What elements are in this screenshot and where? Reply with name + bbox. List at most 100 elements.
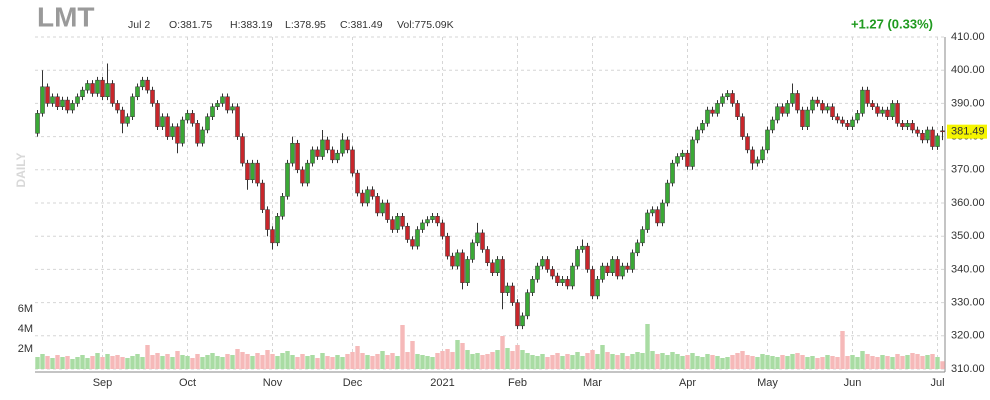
candle-body xyxy=(710,109,715,114)
candle-body xyxy=(915,129,920,134)
volume-bar xyxy=(675,354,680,369)
volume-bar xyxy=(70,359,75,369)
candle-body xyxy=(85,83,90,91)
volume-bar xyxy=(135,354,140,369)
volume-bar xyxy=(120,357,125,369)
candle-body xyxy=(210,106,215,117)
candle-body xyxy=(75,96,80,104)
candle-body xyxy=(475,232,480,244)
volume-bar xyxy=(390,353,395,369)
volume-bar xyxy=(55,355,60,369)
candle-body xyxy=(550,269,555,277)
candle-body xyxy=(570,265,575,287)
volume-bar xyxy=(905,355,910,369)
volume-bar xyxy=(830,356,835,369)
bar-date: Jul 2 xyxy=(128,19,150,31)
y-tick-label: 350.00 xyxy=(951,230,985,242)
volume-bar xyxy=(240,352,245,369)
volume-bar xyxy=(445,349,450,369)
candle-body xyxy=(205,116,210,131)
candle-body xyxy=(95,79,100,94)
volume-bar xyxy=(535,356,540,369)
candle-body xyxy=(525,292,530,317)
candle-body xyxy=(625,265,630,270)
last-price-label: 381.49 xyxy=(951,126,985,138)
candle-body xyxy=(485,249,490,264)
volume-bar xyxy=(155,353,160,369)
candle-body xyxy=(445,235,450,257)
candle-body xyxy=(100,79,105,98)
volume-bar xyxy=(720,358,725,369)
volume-bar xyxy=(180,355,185,369)
volume-bar xyxy=(295,357,300,369)
volume-bar xyxy=(770,356,775,369)
volume-bar xyxy=(695,356,700,369)
volume-bar xyxy=(915,354,920,369)
candle-body xyxy=(185,113,190,121)
volume-bar xyxy=(545,357,550,369)
candle-body xyxy=(610,259,615,273)
candle-body xyxy=(805,109,810,127)
volume-bar xyxy=(300,354,305,369)
candle-body xyxy=(230,106,235,111)
candle-body xyxy=(855,113,860,121)
candle-body xyxy=(905,123,910,127)
volume-bar xyxy=(485,354,490,369)
volume-bar xyxy=(405,352,410,369)
y-tick-label: 330.00 xyxy=(951,297,985,309)
volume-bar xyxy=(250,356,255,369)
volume-bar xyxy=(60,357,65,369)
candle-body xyxy=(470,242,475,260)
bar-low: L:378.95 xyxy=(285,19,326,31)
candle-body xyxy=(385,202,390,220)
volume-bar xyxy=(760,354,765,369)
volume-bar xyxy=(50,358,55,369)
volume-bar xyxy=(595,354,600,369)
candle-body xyxy=(920,133,925,141)
volume-bar xyxy=(280,353,285,369)
volume-bar xyxy=(920,356,925,369)
candle-body xyxy=(405,225,410,240)
x-tick-label: Feb xyxy=(508,377,527,389)
volume-bar xyxy=(325,356,330,369)
candle-body xyxy=(505,285,510,293)
bar-volume: Vol:775.09K xyxy=(397,19,454,31)
volume-bar xyxy=(260,355,265,369)
volume-bar xyxy=(440,351,445,369)
volume-bar xyxy=(230,355,235,369)
volume-tick-label: 4M xyxy=(18,323,33,335)
candle-body xyxy=(245,162,250,181)
x-tick-label: May xyxy=(757,377,778,389)
candle-body xyxy=(695,129,700,141)
candle-body xyxy=(840,119,845,124)
volume-bar xyxy=(715,356,720,369)
volume-bar xyxy=(580,356,585,369)
volume-bar xyxy=(360,353,365,369)
candle-body xyxy=(600,265,605,280)
candle-body xyxy=(810,99,815,111)
volume-bar xyxy=(205,355,210,369)
volume-bar xyxy=(765,355,770,369)
candle-body xyxy=(425,219,430,224)
x-tick-label: Dec xyxy=(343,377,363,389)
volume-bar xyxy=(160,356,165,369)
candle-body xyxy=(420,222,425,230)
candle-body xyxy=(200,129,205,144)
candle-body xyxy=(555,275,560,283)
volume-bar xyxy=(125,358,130,369)
candle-body xyxy=(670,162,675,184)
ticker: LMT xyxy=(37,1,95,32)
candle-body xyxy=(355,172,360,194)
candle-body xyxy=(565,279,570,287)
candle-body xyxy=(315,149,320,157)
candle-body xyxy=(220,96,225,104)
candle-body xyxy=(285,162,290,197)
candle-body xyxy=(660,202,665,224)
volume-bar xyxy=(435,353,440,369)
candle-body xyxy=(395,216,400,230)
volume-bar xyxy=(555,353,560,369)
candle-body xyxy=(70,103,75,111)
volume-bar xyxy=(400,325,405,369)
volume-bar xyxy=(95,353,100,369)
candle-body xyxy=(615,259,620,277)
